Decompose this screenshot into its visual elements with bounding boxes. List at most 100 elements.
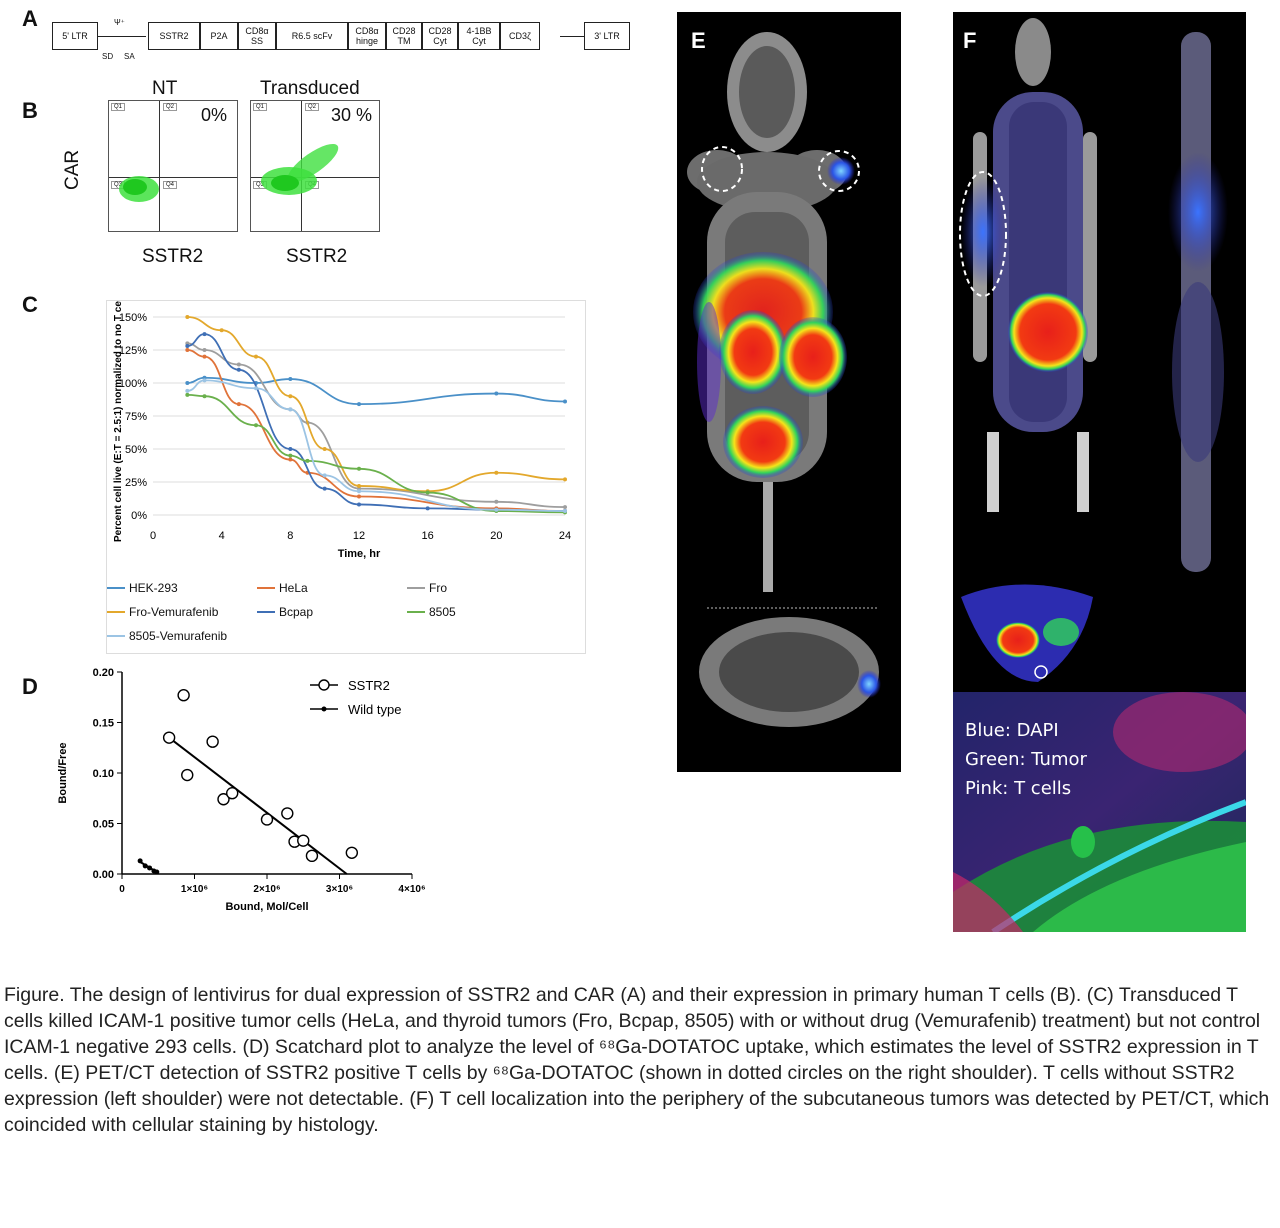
- series-line: [187, 342, 566, 508]
- histology-image: Blue: DAPI Green: Tumor Pink: T cells: [953, 692, 1246, 932]
- series-point: [236, 362, 241, 367]
- series-point: [357, 483, 361, 488]
- legend-marker: [318, 679, 330, 691]
- series-point: [357, 502, 361, 507]
- series-line: [187, 379, 566, 512]
- series-point: [563, 399, 567, 404]
- construct-block: CD28 Cyt: [422, 22, 458, 50]
- backbone-line-right: [560, 36, 584, 37]
- x-tick-label: 4×10⁶: [398, 884, 425, 895]
- data-point: [147, 865, 153, 871]
- data-point: [305, 849, 319, 863]
- panel-label-b: B: [22, 98, 38, 123]
- legend-item: HeLa: [257, 581, 308, 595]
- x-tick-label: 0: [119, 884, 125, 895]
- legend-swatch: [407, 587, 425, 589]
- series-point: [288, 453, 293, 458]
- legend-label: Fro: [429, 581, 447, 595]
- sstr2-axis-label-1: SSTR2: [142, 246, 204, 267]
- construct-block: CD3ζ: [500, 22, 540, 50]
- series-point: [563, 509, 567, 514]
- x-tick-label: 0: [150, 530, 156, 542]
- series-point: [236, 402, 241, 407]
- series-point: [322, 473, 327, 478]
- y-tick-label: 0.20: [93, 667, 114, 679]
- legend-label: SSTR2: [348, 678, 390, 693]
- transduced-percent: 30 %: [331, 105, 373, 125]
- legend-label: 8505-Vemurafenib: [129, 629, 228, 643]
- series-point: [288, 394, 293, 399]
- legend-swatch: [407, 611, 425, 613]
- construct-block: P2A: [200, 22, 238, 50]
- x-axis-title: Bound, Mol/Cell: [225, 901, 308, 913]
- pet-ct-image-f: F: [953, 12, 1246, 692]
- series-point: [185, 381, 190, 385]
- panel-label-f: F: [963, 28, 977, 53]
- flow-plot-nt: Q1 Q2 Q3 Q4 0%: [108, 100, 238, 232]
- x-tick-label: 3×10⁶: [326, 884, 353, 895]
- series-point: [425, 506, 430, 511]
- x-tick-label: 16: [422, 530, 434, 542]
- legend-swatch: [107, 587, 125, 589]
- data-point: [137, 858, 143, 864]
- y-tick-label: 0.05: [93, 819, 114, 831]
- y-tick-label: 75%: [125, 411, 147, 423]
- construct-block: SSTR2: [148, 22, 200, 50]
- series-point: [357, 489, 361, 494]
- series-point: [254, 386, 258, 391]
- construct-block: CD8α SS: [238, 22, 276, 50]
- y-tick-label: 150%: [119, 312, 147, 324]
- construct-block: R6.5 scFv: [276, 22, 348, 50]
- data-point: [206, 735, 219, 748]
- y-tick-label: 50%: [125, 444, 147, 456]
- construct-diagram: 5' LTR Ψ⁺ SD SA SSTR2 P2A CD8α SS R6.5 scFv…: [52, 18, 632, 66]
- data-point: [177, 689, 190, 702]
- sstr2-axis-label-2: SSTR2: [286, 246, 348, 267]
- y-axis-title: Percent cell live (E:T = 2.5:1) normaliz…: [113, 301, 124, 542]
- panel-label-a: A: [22, 6, 38, 31]
- series-point: [202, 348, 207, 352]
- transduced-title: Transduced: [260, 78, 360, 99]
- legend-label: HEK-293: [129, 581, 178, 595]
- series-point: [254, 354, 258, 359]
- series-point: [563, 477, 567, 482]
- panel-label-d: D: [22, 674, 38, 699]
- x-tick-label: 4: [219, 530, 225, 542]
- series-point: [219, 328, 224, 333]
- data-point: [162, 731, 176, 744]
- series-point: [288, 407, 293, 412]
- histology-line-dapi: Blue: DAPI: [965, 720, 1059, 741]
- series-point: [202, 378, 207, 383]
- series-point: [185, 348, 190, 352]
- series-point: [357, 402, 361, 407]
- legend-label: 8505: [429, 605, 456, 619]
- series-point: [357, 494, 361, 499]
- legend-item: Bcpap: [257, 605, 313, 619]
- series-line: [187, 393, 566, 514]
- series-point: [494, 499, 499, 504]
- x-tick-label: 12: [353, 530, 365, 542]
- x-tick-label: 20: [490, 530, 502, 542]
- series-point: [185, 392, 190, 397]
- data-point: [260, 813, 274, 826]
- series-point: [288, 377, 293, 382]
- legend-swatch: [257, 611, 275, 613]
- y-tick-label: 0%: [131, 510, 147, 522]
- cytotoxicity-chart-svg: 0% 25% 50% 75% 100% 125% 150% 0 4 8 12 16 20 24 Time, …: [113, 301, 571, 560]
- nt-title: NT: [152, 78, 178, 99]
- legend-marker: [321, 706, 327, 712]
- x-tick-label: 8: [287, 530, 293, 542]
- backbone-line: [98, 36, 146, 37]
- car-axis-label: CAR: [62, 149, 83, 190]
- y-tick-label: 0.00: [93, 869, 114, 881]
- series-point: [563, 505, 567, 510]
- series-point: [305, 458, 310, 463]
- series-point: [288, 447, 293, 451]
- series-point: [494, 507, 499, 512]
- data-point: [142, 863, 148, 869]
- x-tick-label: 24: [559, 530, 571, 542]
- series-point: [494, 391, 499, 396]
- x-axis-title: Time, hr: [338, 548, 381, 560]
- psi-label: Ψ⁺: [114, 18, 125, 27]
- series-point: [185, 388, 190, 393]
